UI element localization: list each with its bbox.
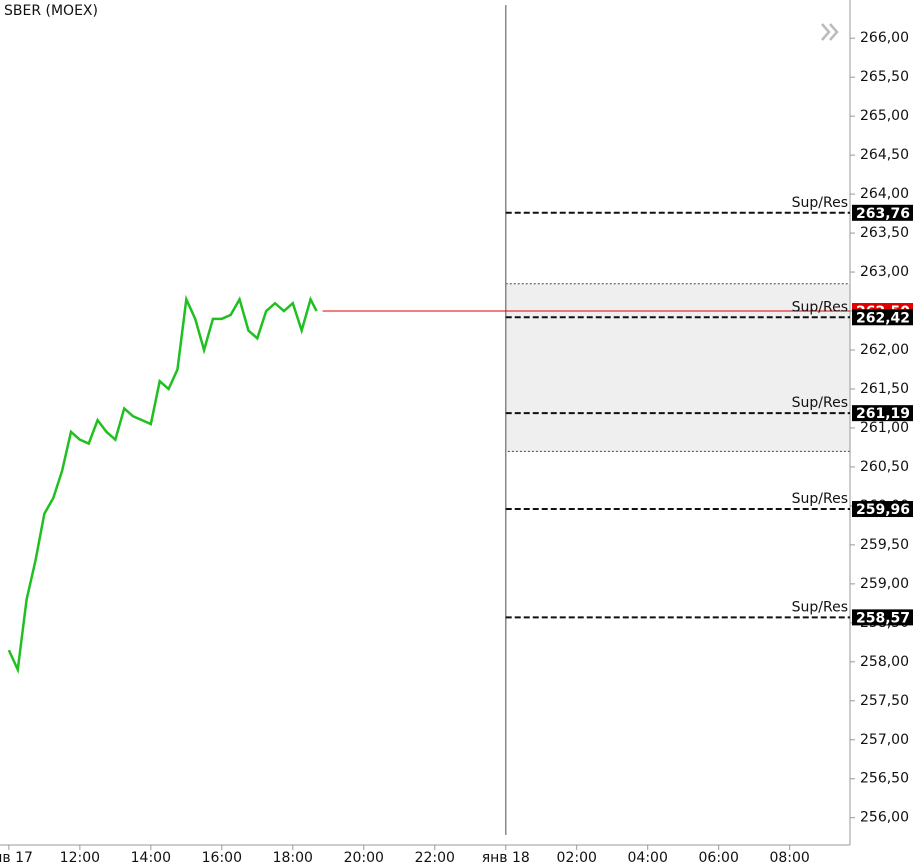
y-tick-label: 266,00 <box>860 30 909 46</box>
y-tick-label: 256,00 <box>860 810 909 826</box>
y-tick-label: 265,00 <box>860 108 909 124</box>
x-tick-label: янв 17 <box>0 850 33 865</box>
y-tick-label: 260,50 <box>860 459 909 475</box>
y-tick-label: 261,50 <box>860 381 909 397</box>
level-name: Sup/Res <box>792 195 848 211</box>
y-tick-label: 259,50 <box>860 537 909 553</box>
x-tick-label: 06:00 <box>699 850 739 865</box>
x-tick-label: 02:00 <box>557 850 597 865</box>
level-label: 263,76 <box>856 206 910 222</box>
y-tick-label: 263,00 <box>860 264 909 280</box>
zone <box>505 283 851 452</box>
level-label: 258,57 <box>856 610 910 626</box>
level-tag <box>852 204 913 221</box>
price-line <box>7 294 318 675</box>
x-tick-label: 16:00 <box>202 850 242 865</box>
x-tick-label: 12:00 <box>60 850 100 865</box>
level-tag <box>852 501 913 518</box>
level-name: Sup/Res <box>792 491 848 507</box>
y-tick-label: 257,00 <box>860 732 909 748</box>
level-tag <box>852 405 913 422</box>
y-tick-label: 256,50 <box>860 771 909 787</box>
y-tick-label: 262,00 <box>860 342 909 358</box>
y-tick-label: 257,50 <box>860 693 909 709</box>
level-name: Sup/Res <box>792 599 848 615</box>
level-name: Sup/Res <box>792 395 848 411</box>
y-tick-label: 263,50 <box>860 225 909 241</box>
x-tick-label: 18:00 <box>273 850 313 865</box>
y-tick-label: 261,00 <box>860 420 909 436</box>
y-tick-label: 264,50 <box>860 147 909 163</box>
level-tag <box>852 309 913 326</box>
level-tag <box>852 609 913 626</box>
y-tick-label: 259,00 <box>860 576 909 592</box>
scroll-icon[interactable] <box>821 23 839 41</box>
y-tick-label: 264,00 <box>860 186 909 202</box>
x-tick-label: 20:00 <box>344 850 384 865</box>
y-tick-label: 265,50 <box>860 69 909 85</box>
y-tick-label: 258,00 <box>860 654 909 670</box>
level-label: 259,96 <box>856 502 910 518</box>
level-name: Sup/Res <box>792 299 848 315</box>
x-tick-label: 22:00 <box>415 850 455 865</box>
x-tick-label: янв 18 <box>482 850 530 865</box>
level-label: 262,42 <box>856 310 910 326</box>
x-tick-label: 14:00 <box>131 850 171 865</box>
x-tick-label: 08:00 <box>769 850 809 865</box>
x-tick-label: 04:00 <box>628 850 668 865</box>
level-label: 261,19 <box>856 406 910 422</box>
chart-title: SBER (MOEX) <box>4 3 98 19</box>
